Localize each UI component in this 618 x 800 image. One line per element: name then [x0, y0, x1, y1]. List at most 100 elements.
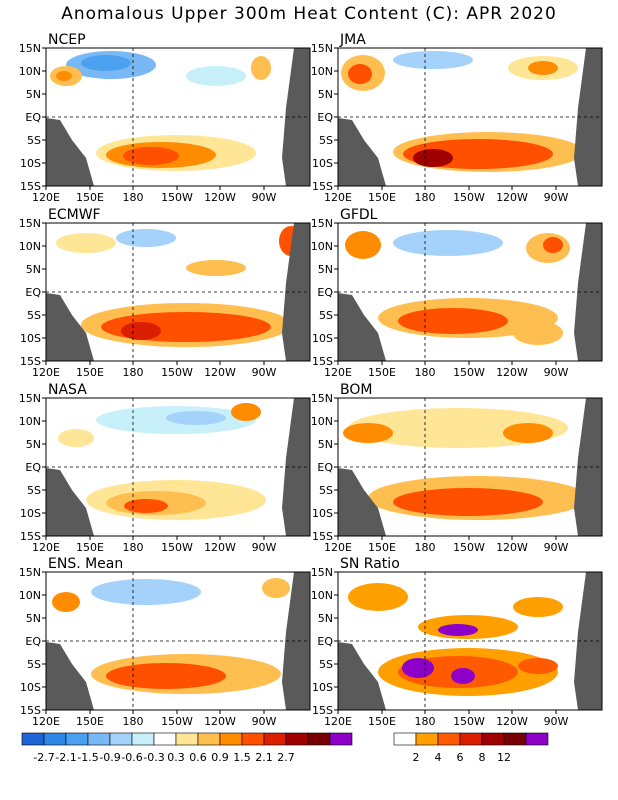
colorbar-label: -2.7	[33, 751, 54, 764]
colorbar-swatch	[241, 732, 265, 746]
y-tick-label: EQ	[25, 635, 41, 648]
x-tick-label: 120E	[324, 191, 352, 204]
colorbar-label: 8	[479, 751, 486, 764]
colorbar-swatch	[109, 732, 133, 746]
y-tick-label: 15S	[312, 530, 333, 543]
colorbar-swatch	[285, 732, 309, 746]
y-tick-label: EQ	[317, 111, 333, 124]
y-tick-label: 10N	[19, 65, 41, 78]
panel-title: JMA	[340, 32, 366, 48]
x-tick-label: 150W	[161, 541, 193, 554]
colorbar-swatch	[175, 732, 199, 746]
y-tick-label: 10S	[312, 157, 333, 170]
x-tick-label: 120W	[496, 715, 528, 728]
y-tick-label: 15S	[20, 530, 41, 543]
y-tick-label: 5S	[319, 658, 333, 671]
colorbar-label: 12	[497, 751, 511, 764]
x-tick-label: 150W	[453, 541, 485, 554]
colorbar-swatch	[131, 732, 155, 746]
colorbar-swatch	[415, 732, 439, 746]
colorbar-label: -1.5	[77, 751, 98, 764]
x-tick-label: 120E	[32, 366, 60, 379]
x-tick-label: 120E	[324, 366, 352, 379]
x-tick-label: 150E	[76, 715, 104, 728]
y-tick-label: EQ	[25, 286, 41, 299]
panel-ncep: NCEP 15N 10N 5N EQ 5S 10S 15S 120E 150E 180 150W 12…	[19, 32, 311, 204]
colorbar-swatch	[503, 732, 527, 746]
y-tick-label: 5N	[318, 438, 333, 451]
y-tick-label: EQ	[25, 461, 41, 474]
y-tick-label: 5S	[319, 484, 333, 497]
y-tick-label: 5S	[319, 309, 333, 322]
panel-ens-mean: ENS. Mean 15N 10N 5N EQ 5S 10S 15S 120E 150E 180 1…	[19, 556, 311, 728]
x-tick-label: 120W	[204, 191, 236, 204]
y-tick-label: 15N	[19, 566, 41, 579]
colorbar-swatch	[43, 732, 67, 746]
x-tick-label: 150W	[161, 191, 193, 204]
x-tick-label: 180	[415, 191, 436, 204]
y-tick-label: 5S	[27, 309, 41, 322]
x-tick-label: 90W	[252, 541, 277, 554]
y-tick-label: 15S	[20, 704, 41, 717]
colorbar-swatch	[65, 732, 89, 746]
x-tick-label: 150W	[453, 715, 485, 728]
colorbar-swatch	[219, 732, 243, 746]
colorbar-label: 6	[457, 751, 464, 764]
y-tick-label: 10N	[19, 415, 41, 428]
y-tick-label: 10N	[311, 65, 333, 78]
colorbar-swatch	[197, 732, 221, 746]
page-title: Anomalous Upper 300m Heat Content (C): A…	[61, 4, 557, 24]
x-tick-label: 90W	[544, 541, 569, 554]
x-tick-label: 150E	[368, 191, 396, 204]
y-tick-label: 5N	[26, 612, 41, 625]
y-tick-label: EQ	[317, 286, 333, 299]
x-tick-label: 150E	[76, 541, 104, 554]
y-tick-label: 5N	[318, 88, 333, 101]
y-tick-label: 10S	[20, 681, 41, 694]
x-tick-label: 150E	[76, 191, 104, 204]
colorbar-swatch	[263, 732, 287, 746]
y-tick-label: 15N	[311, 392, 333, 405]
y-tick-label: 15N	[311, 42, 333, 55]
panel-nasa: NASA 15N 10N 5N EQ 5S 10S 15S 120E 150E 180 150W 12…	[19, 382, 311, 554]
colorbar-label: 2	[413, 751, 420, 764]
y-tick-label: 15S	[312, 355, 333, 368]
colorbar-label: -0.9	[99, 751, 120, 764]
panel-title: NASA	[48, 382, 87, 398]
y-tick-label: 15N	[311, 566, 333, 579]
x-tick-label: 120W	[204, 715, 236, 728]
x-tick-label: 120W	[204, 366, 236, 379]
y-tick-label: 15S	[20, 355, 41, 368]
colorbar-swatch	[329, 732, 353, 746]
colorbar-swatch	[307, 732, 331, 746]
x-tick-label: 90W	[544, 191, 569, 204]
x-tick-label: 180	[123, 366, 144, 379]
panel-jma: JMA 15N 10N 5N EQ 5S 10S 15S 120E 150E 180 150W 120…	[311, 32, 603, 204]
x-tick-label: 150W	[161, 715, 193, 728]
y-tick-label: 15S	[312, 704, 333, 717]
y-tick-label: 10N	[311, 240, 333, 253]
x-tick-label: 120E	[32, 715, 60, 728]
y-tick-label: 10N	[311, 415, 333, 428]
colorbar-label: 0.9	[211, 751, 229, 764]
x-tick-label: 180	[123, 541, 144, 554]
colorbar-label: 2.7	[277, 751, 295, 764]
colorbar-swatch	[87, 732, 111, 746]
x-tick-label: 90W	[544, 366, 569, 379]
colorbar-swatch	[393, 732, 417, 746]
y-tick-label: 15N	[311, 217, 333, 230]
x-tick-label: 90W	[252, 715, 277, 728]
x-tick-label: 120E	[324, 715, 352, 728]
panel-title: BOM	[340, 382, 373, 398]
x-tick-label: 150E	[368, 541, 396, 554]
y-tick-label: EQ	[25, 111, 41, 124]
panel-ecmwf: ECMWF 15N 10N 5N EQ 5S 10S 15S 120E 150E 180 150W 1…	[19, 207, 311, 379]
x-tick-label: 150W	[161, 366, 193, 379]
y-tick-label: 10S	[20, 332, 41, 345]
